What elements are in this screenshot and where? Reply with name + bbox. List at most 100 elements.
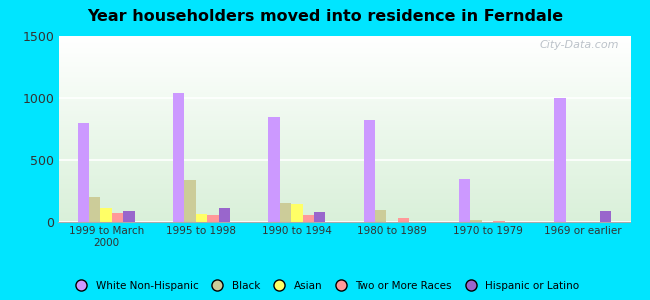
Bar — [58, 108, 630, 109]
Bar — [58, 191, 630, 192]
Bar — [58, 209, 630, 210]
Bar — [58, 57, 630, 58]
Bar — [58, 151, 630, 152]
Bar — [58, 193, 630, 194]
Bar — [58, 168, 630, 169]
Bar — [58, 83, 630, 84]
Bar — [58, 163, 630, 164]
Text: City-Data.com: City-Data.com — [540, 40, 619, 50]
Bar — [58, 82, 630, 83]
Bar — [58, 105, 630, 106]
Bar — [58, 215, 630, 216]
Bar — [302, 215, 314, 222]
Bar — [58, 211, 630, 212]
Bar — [58, 159, 630, 160]
Bar — [58, 179, 630, 180]
Bar — [58, 100, 630, 101]
Bar — [58, 67, 630, 68]
Bar — [58, 221, 630, 222]
Bar — [58, 76, 630, 77]
Bar — [58, 36, 630, 37]
Bar — [58, 192, 630, 193]
Bar — [58, 63, 630, 64]
Bar — [58, 161, 630, 163]
Bar — [58, 164, 630, 165]
Bar — [58, 47, 630, 48]
Bar — [112, 213, 124, 222]
Bar — [58, 190, 630, 191]
Bar — [58, 41, 630, 42]
Bar — [77, 123, 89, 222]
Bar — [58, 173, 630, 174]
Bar — [58, 44, 630, 45]
Bar — [58, 73, 630, 74]
Bar — [58, 58, 630, 59]
Bar — [58, 114, 630, 115]
Bar — [58, 210, 630, 211]
Bar — [58, 134, 630, 135]
Bar — [58, 218, 630, 219]
Bar — [58, 157, 630, 158]
Bar — [58, 176, 630, 177]
Bar — [58, 195, 630, 196]
Bar — [471, 220, 482, 222]
Bar — [58, 148, 630, 149]
Bar — [58, 90, 630, 91]
Bar — [58, 98, 630, 99]
Bar — [58, 110, 630, 111]
Bar — [58, 122, 630, 123]
Bar — [58, 49, 630, 50]
Bar — [58, 140, 630, 141]
Bar — [58, 92, 630, 93]
Bar — [58, 101, 630, 102]
Bar — [58, 62, 630, 63]
Bar — [58, 139, 630, 140]
Bar — [58, 116, 630, 117]
Bar — [58, 94, 630, 95]
Bar — [58, 177, 630, 178]
Bar — [58, 205, 630, 206]
Bar — [280, 203, 291, 222]
Bar — [58, 219, 630, 220]
Bar — [58, 51, 630, 52]
Bar — [58, 208, 630, 209]
Bar — [58, 74, 630, 75]
Bar — [58, 84, 630, 85]
Bar — [58, 60, 630, 61]
Bar — [493, 221, 504, 222]
Bar — [58, 145, 630, 146]
Bar — [58, 203, 630, 204]
Bar — [58, 160, 630, 161]
Bar — [58, 137, 630, 138]
Bar — [58, 204, 630, 205]
Bar — [58, 102, 630, 103]
Bar — [58, 121, 630, 122]
Bar — [58, 85, 630, 86]
Bar — [58, 118, 630, 119]
Bar — [58, 172, 630, 173]
Bar — [58, 91, 630, 92]
Bar — [58, 89, 630, 90]
Bar — [58, 88, 630, 89]
Bar — [58, 95, 630, 96]
Bar — [58, 46, 630, 47]
Bar — [58, 153, 630, 154]
Bar — [58, 129, 630, 130]
Bar — [58, 160, 630, 161]
Bar — [124, 212, 135, 222]
Bar — [58, 185, 630, 186]
Text: Year householders moved into residence in Ferndale: Year householders moved into residence i… — [87, 9, 563, 24]
Bar — [173, 93, 185, 222]
Bar — [58, 125, 630, 126]
Legend: White Non-Hispanic, Black, Asian, Two or More Races, Hispanic or Latino: White Non-Hispanic, Black, Asian, Two or… — [66, 277, 584, 295]
Bar — [58, 111, 630, 112]
Bar — [58, 178, 630, 179]
Bar — [58, 93, 630, 94]
Bar — [58, 99, 630, 100]
Bar — [398, 218, 410, 222]
Bar — [58, 104, 630, 105]
Bar — [58, 126, 630, 127]
Bar — [58, 68, 630, 69]
Bar — [58, 87, 630, 88]
Bar — [58, 200, 630, 201]
